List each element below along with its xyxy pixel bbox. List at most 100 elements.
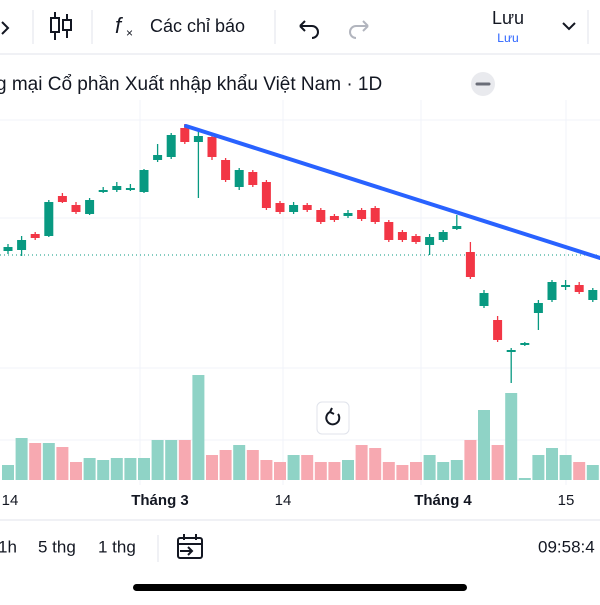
volume-bar [573, 462, 586, 480]
goto-date-button[interactable] [177, 534, 203, 559]
indicators-icon[interactable]: f [115, 13, 124, 38]
volume-bar [29, 443, 42, 480]
volume-bar [505, 393, 518, 480]
volume-bar [287, 455, 300, 480]
candle-body [71, 205, 81, 212]
volume-bar [70, 462, 82, 480]
candle-type-icon[interactable] [50, 12, 72, 40]
candle-body [561, 285, 571, 287]
volume-bar [437, 462, 450, 480]
candle-body [17, 240, 27, 250]
candle-body [343, 213, 353, 216]
range-button[interactable]: 1h [0, 537, 17, 556]
x-axis: 14 Tháng 3 14 Tháng 4 15 [2, 492, 575, 509]
candle-body [180, 128, 190, 142]
symbol-title: g mại Cổ phần Xuất nhập khẩu Việt Nam · … [0, 74, 382, 95]
range-button[interactable]: 1 thg [98, 537, 136, 556]
candle-body [370, 208, 380, 222]
volume-bar [2, 465, 14, 480]
save-dropdown[interactable] [562, 22, 576, 31]
candle-body [261, 182, 271, 208]
candle-body [411, 236, 421, 242]
save-subtitle: Lưu [497, 31, 518, 45]
candle-body [588, 290, 598, 300]
volume-bar [206, 455, 218, 480]
candle-body [193, 136, 203, 142]
candle-body [125, 188, 135, 190]
volume-bar [518, 478, 531, 480]
x-tick-label: Tháng 4 [414, 492, 472, 509]
plot [2, 124, 599, 480]
candle-body [574, 285, 584, 292]
volume-bar [260, 460, 273, 480]
volume-bar [396, 465, 409, 480]
volume-bar [42, 443, 55, 480]
candle-body [248, 172, 258, 185]
volume-bar [178, 440, 191, 480]
candle-body [384, 222, 394, 240]
volume-bar [138, 458, 150, 480]
candle-body [275, 203, 285, 212]
candle-body [465, 252, 475, 277]
volume-bar [110, 458, 123, 480]
candle-body [302, 205, 312, 210]
candle-body [493, 320, 503, 340]
candle-body [547, 282, 557, 300]
volume-bar [410, 462, 422, 480]
volume-bar [246, 450, 259, 480]
clock: 09:58:4 [538, 537, 595, 556]
volume-bar [83, 458, 96, 480]
trend-line[interactable] [184, 124, 600, 260]
volume-bar [15, 438, 28, 480]
volume-bar [124, 458, 137, 480]
candle-body [329, 216, 339, 220]
candle-body [452, 226, 462, 229]
volume-bar [97, 460, 110, 480]
candle-body [57, 196, 67, 202]
volume-bar [328, 462, 341, 480]
volume-bar [423, 455, 436, 480]
volume-bar [192, 375, 205, 480]
candle-body [221, 160, 231, 180]
candle-body [533, 303, 543, 313]
candle-body [479, 293, 489, 306]
candle-body [207, 137, 217, 157]
x-tick-label: 14 [2, 492, 19, 509]
home-indicator [133, 584, 467, 591]
candle-body [438, 232, 448, 240]
undo-button[interactable] [299, 20, 319, 39]
volume-bar [546, 448, 558, 480]
candle-body [289, 205, 299, 212]
volume-bar [464, 440, 477, 480]
indicators-button[interactable]: Các chỉ báo [150, 16, 245, 36]
x-tick-label: 14 [275, 492, 292, 509]
range-button[interactable]: 5 thg [38, 537, 76, 556]
volume-bar [491, 445, 504, 480]
volume-bar [559, 455, 572, 480]
candle-body [3, 247, 13, 251]
volume-bar [355, 445, 368, 480]
x-tick-label: 15 [558, 492, 575, 509]
candle-body [139, 170, 149, 192]
candle-body [520, 343, 530, 345]
volume-bar [342, 460, 354, 480]
save-button[interactable]: Lưu [492, 8, 524, 28]
volume-bar [56, 447, 69, 480]
reset-icon [325, 407, 341, 426]
volume-bar [233, 445, 246, 480]
candle-body [153, 155, 163, 160]
volume-bar [151, 440, 164, 480]
redo-button[interactable] [349, 20, 369, 39]
volume-bar [314, 462, 327, 480]
grid [0, 100, 600, 485]
candle-body [234, 170, 244, 187]
candle-body [112, 186, 122, 190]
candle-body [506, 350, 516, 352]
chevron[interactable] [1, 21, 10, 35]
reset-button[interactable] [316, 401, 350, 435]
candle-body [98, 190, 108, 192]
volume-bar [369, 448, 382, 480]
